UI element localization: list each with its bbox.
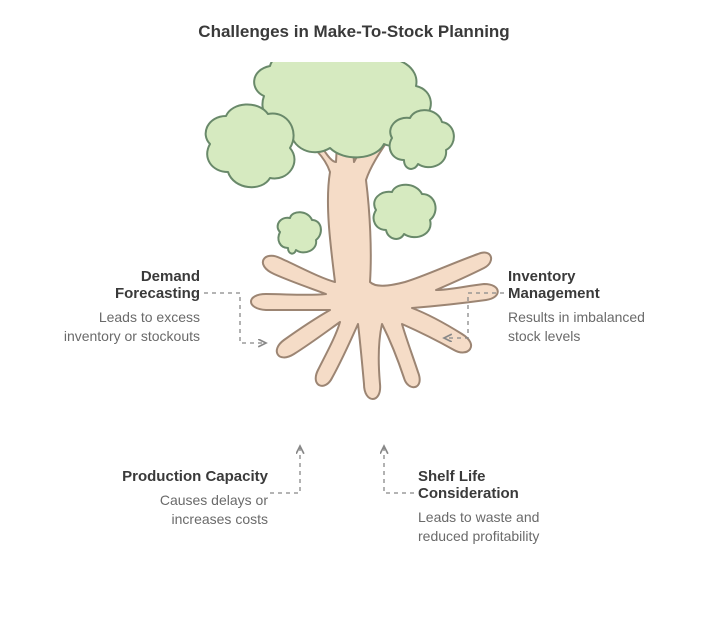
tree-illustration (180, 62, 530, 492)
label-heading: Shelf Life Consideration (418, 468, 578, 502)
label-heading: Demand Forecasting (60, 268, 200, 302)
label-inventory-management: Inventory Management Results in imbalanc… (508, 268, 658, 346)
label-demand-forecasting: Demand Forecasting Leads to excess inven… (60, 268, 200, 346)
label-heading: Inventory Management (508, 268, 658, 302)
label-desc: Leads to excess inventory or stockouts (60, 308, 200, 346)
page-title: Challenges in Make-To-Stock Planning (0, 22, 708, 42)
label-heading: Production Capacity (118, 468, 268, 485)
label-production-capacity: Production Capacity Causes delays or inc… (118, 468, 268, 529)
label-shelf-life: Shelf Life Consideration Leads to waste … (418, 468, 578, 546)
label-desc: Results in imbalanced stock levels (508, 308, 658, 346)
label-desc: Causes delays or increases costs (118, 491, 268, 529)
label-desc: Leads to waste and reduced profitability (418, 508, 578, 546)
